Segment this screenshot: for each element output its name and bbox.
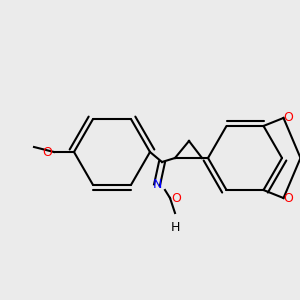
Text: O: O <box>284 112 293 124</box>
Text: N: N <box>152 178 162 191</box>
Text: O: O <box>284 191 293 205</box>
Text: H: H <box>170 221 180 234</box>
Text: O: O <box>43 146 52 158</box>
Text: O: O <box>172 191 182 205</box>
